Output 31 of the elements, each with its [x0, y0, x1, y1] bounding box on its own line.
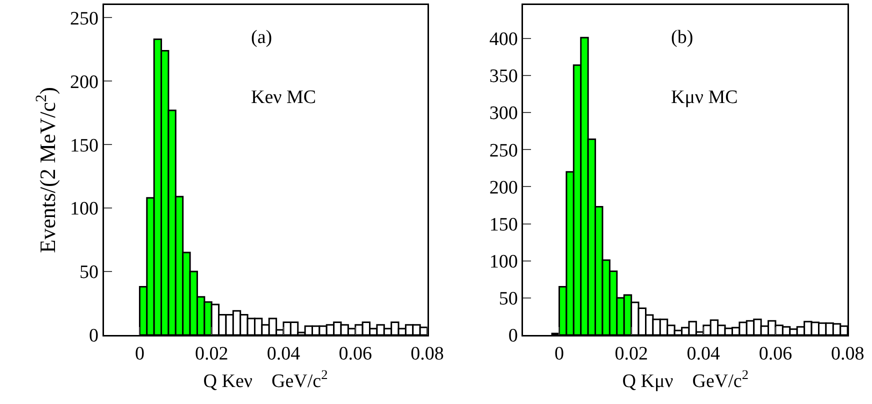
y-tick-label: 250: [489, 140, 518, 162]
y-tick-label: 400: [489, 29, 518, 50]
y-tick-label: 50: [498, 288, 518, 310]
annotation: Kμν MC: [671, 87, 738, 108]
y-tick-label: 100: [489, 251, 518, 272]
y-tick-label: 300: [489, 103, 518, 124]
annotation: (a): [251, 27, 272, 48]
x-tick-label: 0.06: [758, 343, 792, 364]
annotation: Keν MC: [251, 87, 316, 108]
x-axis-title: Q Kμν GeV/c$^{2}$: [622, 366, 748, 392]
x-tick-label: 0: [554, 343, 564, 364]
x-tick-label: 0.04: [686, 343, 721, 364]
x-axis-title: Q Keν GeV/c$^{2}$: [203, 366, 328, 392]
y-tick-label: 150: [489, 214, 518, 236]
y-tick-label: 350: [489, 66, 518, 88]
y-tick-label: 50: [79, 262, 98, 284]
x-tick-label: 0.04: [266, 343, 301, 364]
x-tick-label: 0.08: [410, 343, 444, 364]
annotation: (b): [671, 27, 694, 48]
y-tick-label: 100: [70, 198, 98, 220]
x-tick-label: 0.02: [194, 343, 228, 364]
x-tick-label: 0.06: [338, 343, 372, 364]
y-tick-label: 200: [70, 72, 98, 93]
y-tick-label: 200: [489, 177, 518, 198]
y-tick-label: 0: [508, 326, 518, 347]
y-tick-label: 250: [70, 8, 98, 30]
x-tick-label: 0.02: [614, 343, 648, 364]
y-tick-label: 0: [88, 326, 98, 347]
x-tick-label: 0: [134, 343, 144, 364]
x-tick-label: 0.08: [830, 343, 864, 364]
y-tick-label: 150: [70, 135, 98, 156]
